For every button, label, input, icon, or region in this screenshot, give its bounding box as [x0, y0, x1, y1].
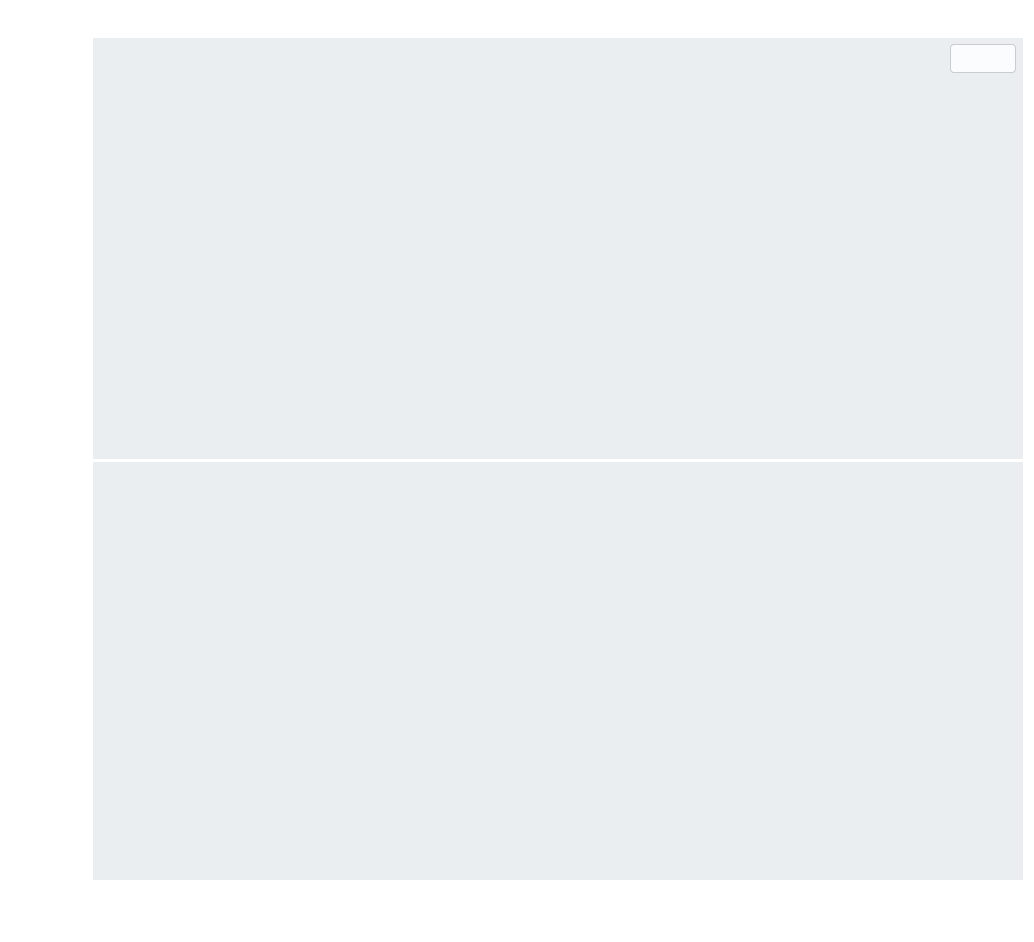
top-y-tick-labels	[0, 38, 80, 459]
top-axes	[93, 38, 1023, 459]
x-tick-labels	[93, 886, 1023, 906]
legend	[950, 44, 1016, 73]
bottom-y-tick-labels	[0, 462, 80, 880]
legend-line-swatch	[961, 57, 994, 60]
bottom-axes	[93, 462, 1023, 880]
